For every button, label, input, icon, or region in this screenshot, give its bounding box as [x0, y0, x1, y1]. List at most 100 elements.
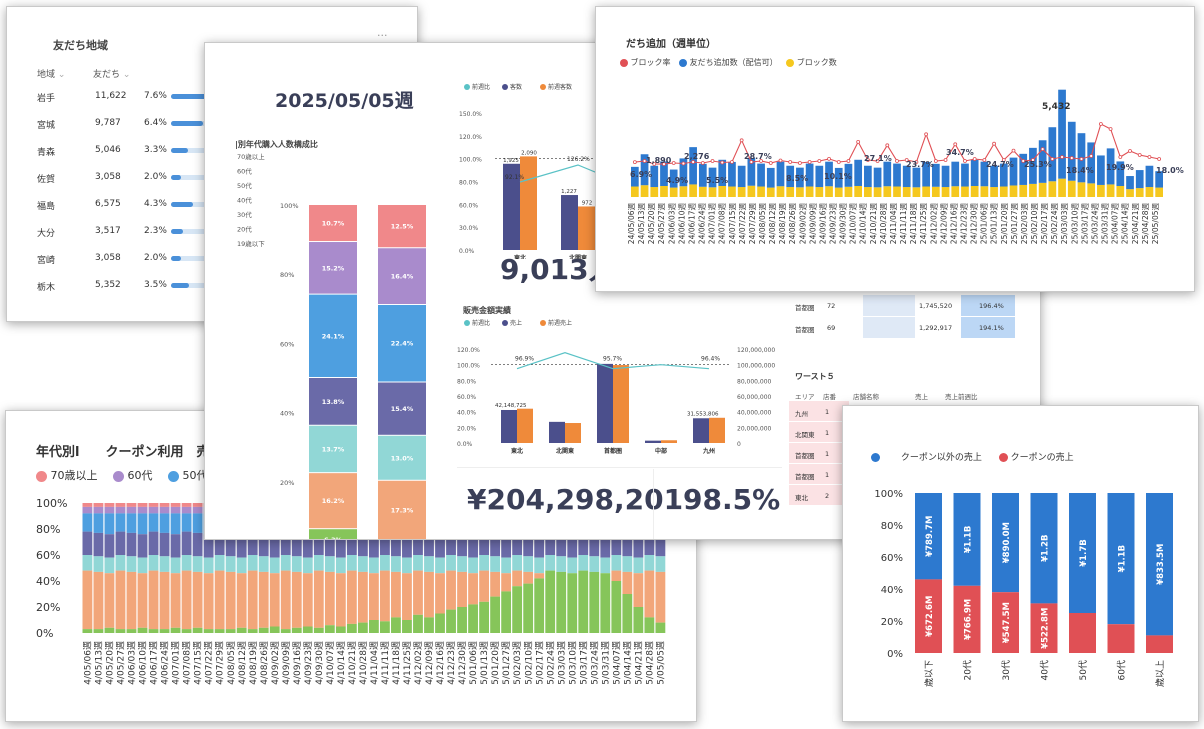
- worst-header-cell[interactable]: 売上前週比: [945, 393, 978, 401]
- col-region-header[interactable]: 地域 ⌄: [37, 70, 66, 80]
- worst-row[interactable]: 北関東 1: [789, 422, 849, 442]
- sales-bar-prev: [709, 417, 725, 443]
- region-name: 宮城: [37, 121, 56, 131]
- age-segment: [324, 556, 335, 572]
- age-segment: [633, 573, 644, 607]
- age-x-label: 4/08/19週: [248, 641, 259, 685]
- age-segment: [148, 570, 159, 630]
- weekly-x-label: 25/01/20週: [1000, 203, 1009, 245]
- best-cell-amount: 1,292,917: [919, 324, 953, 332]
- block-rate-point: [1031, 158, 1035, 162]
- age-x-label: 4/12/02週: [413, 641, 424, 685]
- block-rate-point: [836, 160, 841, 164]
- age-segment: [192, 571, 203, 628]
- age-segment: [512, 531, 523, 555]
- worst-row[interactable]: 東北 2: [789, 485, 849, 505]
- age-segment: [115, 506, 126, 514]
- stack-segment-label: 16.4%: [391, 273, 414, 281]
- region-count: 11,622: [95, 91, 127, 101]
- region-row[interactable]: 岩手 11,622 7.6%: [7, 83, 417, 110]
- age-segment: [413, 570, 423, 615]
- age-segment: [192, 503, 203, 507]
- age-segment-19: [192, 627, 203, 633]
- worst-header-cell[interactable]: 店舗名称: [853, 393, 879, 401]
- best-row[interactable]: 首都圏 69 1,292,917 194.1%: [789, 317, 1015, 338]
- region-row[interactable]: 宮崎 3,058 2.0%: [7, 245, 417, 272]
- stack-segment: [378, 205, 426, 248]
- age-segment: [159, 513, 170, 533]
- worst-row[interactable]: 九州 1: [789, 401, 849, 421]
- age-x-label: 4/07/22週: [204, 641, 215, 685]
- best-row[interactable]: 首都圏 72 1,745,520 196.4%: [789, 295, 1015, 316]
- legend-rate-label: ブロック率: [630, 58, 671, 67]
- cust-legend-label: 客数: [510, 83, 522, 91]
- region-row[interactable]: 福島 6,575 4.3%: [7, 191, 417, 218]
- worst-header-cell[interactable]: 売上: [915, 393, 928, 401]
- coupon-bar-label: ¥672.6M: [925, 596, 935, 637]
- friends-bar: [1135, 170, 1144, 189]
- friends-bar: [864, 165, 872, 188]
- age-x-label: 4/06/24週: [160, 641, 171, 685]
- cust-ytick: 60.0%: [459, 202, 478, 209]
- friends-bar: [1048, 127, 1057, 182]
- block-bar: [854, 185, 863, 197]
- friends-bar: [961, 163, 969, 187]
- age-segment: [589, 556, 600, 572]
- age-segment: [126, 513, 137, 533]
- age-segment: [600, 557, 611, 574]
- block-bar: [1135, 188, 1144, 197]
- age-segment: [214, 531, 225, 555]
- stack-legend-label: 40代: [237, 196, 252, 205]
- worst-row[interactable]: 首都圏 1: [789, 464, 849, 484]
- age-segment-19: [126, 629, 137, 633]
- region-row[interactable]: 青森 5,046 3.3%: [7, 137, 417, 164]
- age-segment: [380, 555, 390, 571]
- more-icon[interactable]: ···: [377, 29, 388, 42]
- block-rate-point: [730, 160, 734, 164]
- age-x-label: 5/03/17週: [578, 641, 589, 685]
- col-friends-header[interactable]: 友だち ⌄: [93, 70, 131, 80]
- worst-header-cell[interactable]: エリア: [795, 393, 815, 401]
- sales-ytick-right: 40,000,000: [737, 410, 772, 417]
- weekly-x-label: 24/10/21週: [869, 203, 878, 245]
- worst-row[interactable]: 首都圏 1: [789, 443, 849, 463]
- age-segment-19: [247, 629, 258, 633]
- sales-legend-label: 前週売上: [548, 319, 572, 327]
- age-segment: [446, 531, 456, 555]
- region-row[interactable]: 大分 3,517 2.3%: [7, 218, 417, 245]
- sales-chart: 前週比 売上 前週売上 120.0% 120,000,000 100.0% 100,000,…: [457, 319, 775, 455]
- age-x-label: 5/04/14週: [622, 641, 633, 685]
- cust-bar-prev: [578, 206, 595, 250]
- weekly-x-label: 25/03/31週: [1101, 203, 1110, 245]
- age-x-label: 4/07/15週: [193, 641, 204, 685]
- friends-bar: [980, 161, 989, 187]
- age-segment: [115, 531, 126, 555]
- age-segment-19: [600, 573, 611, 633]
- region-row[interactable]: 佐賀 3,058 2.0%: [7, 164, 417, 191]
- block-rate-point: [924, 132, 929, 137]
- age-segment: [104, 503, 115, 507]
- best-cell-area: 首都圏: [795, 304, 815, 312]
- block-rate-point: [1108, 127, 1113, 131]
- worst-header-cell[interactable]: 店番: [823, 393, 836, 401]
- age-segment: [523, 571, 534, 584]
- other-bar: [1030, 493, 1058, 604]
- block-rate-point: [720, 160, 725, 165]
- age-segment: [380, 570, 390, 622]
- age-segment: [214, 570, 225, 630]
- block-rate-point: [691, 160, 696, 164]
- age-x-label: 4/12/30週: [457, 641, 468, 685]
- cust-legend-label: 前週客数: [548, 83, 572, 91]
- age-segment: [357, 571, 368, 623]
- region-name: 岩手: [37, 94, 56, 104]
- sales-bar-prev: [517, 408, 533, 443]
- region-row[interactable]: 宮城 9,787 6.4%: [7, 110, 417, 137]
- region-row[interactable]: 栃木 5,352 3.5%: [7, 272, 417, 299]
- weekly-x-label: 24/09/30週: [839, 203, 848, 245]
- age-segment: [324, 571, 335, 626]
- weekly-x-label: 24/06/24週: [698, 203, 707, 245]
- age-segment: [479, 555, 489, 571]
- sales-bar: [501, 409, 517, 443]
- age-segment: [313, 570, 324, 628]
- block-rate-point: [1069, 156, 1074, 160]
